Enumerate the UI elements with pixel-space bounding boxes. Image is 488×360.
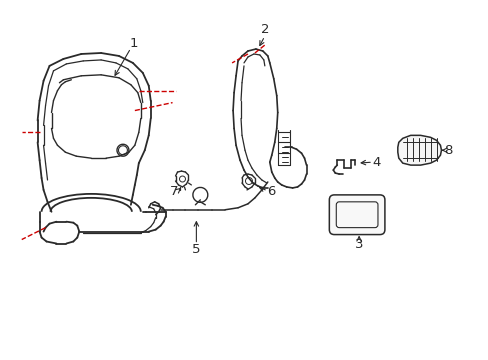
Text: 4: 4 — [372, 156, 380, 168]
Polygon shape — [397, 135, 441, 165]
Text: 7: 7 — [170, 185, 179, 198]
Text: 8: 8 — [443, 144, 452, 157]
Text: 3: 3 — [354, 238, 363, 251]
Text: 2: 2 — [260, 23, 268, 36]
FancyBboxPatch shape — [328, 195, 384, 235]
Text: 1: 1 — [129, 37, 138, 50]
Text: 5: 5 — [192, 243, 200, 256]
Text: 6: 6 — [267, 185, 275, 198]
